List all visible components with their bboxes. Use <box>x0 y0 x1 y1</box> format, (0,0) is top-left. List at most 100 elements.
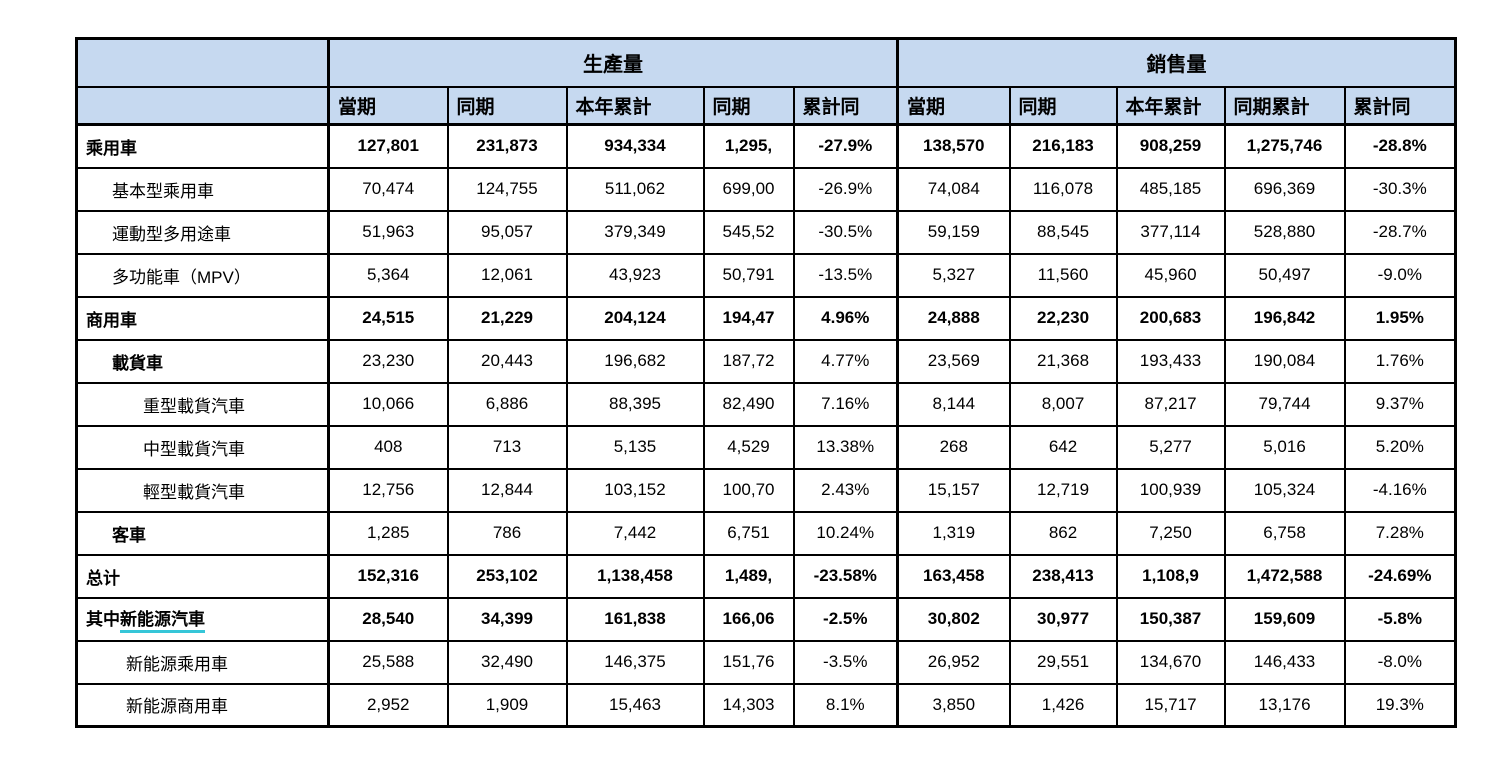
value-cell: 1,426 <box>1008 682 1118 728</box>
value-cell: -28.8% <box>1343 123 1457 169</box>
value-cell: 12,756 <box>327 467 449 513</box>
value-cell: -4.16% <box>1343 467 1457 513</box>
value-cell: 103,152 <box>565 467 705 513</box>
value-cell: 146,375 <box>565 639 705 685</box>
value-cell: 105,324 <box>1223 467 1346 513</box>
value-cell: 699,00 <box>702 166 795 212</box>
production-sales-table: 生產量 銷售量 當期 同期 本年累計 同期 累計同 當期 同期 本年累計 同期累… <box>75 37 1458 728</box>
value-cell: 6,751 <box>702 510 795 556</box>
col-header: 當期 <box>327 85 449 126</box>
value-cell: 7,442 <box>565 510 705 556</box>
col-header: 同期累計 <box>1223 85 1346 126</box>
underlined-label-part: 新能源汽車 <box>120 610 205 633</box>
value-cell: 8,007 <box>1008 381 1118 427</box>
table-row: 商用車 24,515 21,229 204,124 194,47 4.96% 24,888 2… <box>75 295 1457 341</box>
value-cell: 253,102 <box>446 553 568 599</box>
col-header: 同期 <box>1008 85 1118 126</box>
table-row: 总计 152,316 253,102 1,138,458 1,489, -23.58% 16… <box>75 553 1457 599</box>
value-cell: 190,084 <box>1223 338 1346 384</box>
value-cell: 5,364 <box>327 252 449 298</box>
row-label: 客車 <box>75 510 330 556</box>
row-label: 多功能車（MPV） <box>75 252 330 298</box>
row-label: 載貨車 <box>75 338 330 384</box>
value-cell: 134,670 <box>1115 639 1226 685</box>
value-cell: -30.3% <box>1343 166 1457 212</box>
value-cell: 15,717 <box>1115 682 1226 728</box>
production-sales-table-wrap: 生產量 銷售量 當期 同期 本年累計 同期 累計同 當期 同期 本年累計 同期累… <box>75 37 1458 728</box>
value-cell: -27.9% <box>792 123 899 169</box>
table-row: 新能源商用車 2,952 1,909 15,463 14,303 8.1% 3,850 1,4… <box>75 682 1457 728</box>
value-cell: 88,545 <box>1008 209 1118 255</box>
value-cell: 138,570 <box>896 123 1011 169</box>
value-cell: 7.28% <box>1343 510 1457 556</box>
value-cell: 1.76% <box>1343 338 1457 384</box>
value-cell: -30.5% <box>792 209 899 255</box>
value-cell: 124,755 <box>446 166 568 212</box>
value-cell: 4,529 <box>702 424 795 470</box>
table-row: 運動型多用途車 51,963 95,057 379,349 545,52 -30.5% 59… <box>75 209 1457 255</box>
value-cell: 23,569 <box>896 338 1011 384</box>
value-cell: 204,124 <box>565 295 705 341</box>
value-cell: 377,114 <box>1115 209 1226 255</box>
value-cell: 194,47 <box>702 295 795 341</box>
value-cell: 21,229 <box>446 295 568 341</box>
group-header-production: 生產量 <box>327 37 900 88</box>
col-header: 累計同 <box>1343 85 1457 126</box>
value-cell: 151,76 <box>702 639 795 685</box>
value-cell: 50,791 <box>702 252 795 298</box>
corner-cell <box>75 37 330 88</box>
value-cell: 13,176 <box>1223 682 1346 728</box>
value-cell: 19.3% <box>1343 682 1457 728</box>
value-cell: 95,057 <box>446 209 568 255</box>
value-cell: 7,250 <box>1115 510 1226 556</box>
value-cell: 88,395 <box>565 381 705 427</box>
value-cell: 20,443 <box>446 338 568 384</box>
value-cell: -23.58% <box>792 553 899 599</box>
value-cell: 82,490 <box>702 381 795 427</box>
value-cell: 1,275,746 <box>1223 123 1346 169</box>
col-header: 本年累計 <box>565 85 705 126</box>
value-cell: 268 <box>896 424 1011 470</box>
value-cell: 11,560 <box>1008 252 1118 298</box>
table-row: 載貨車 23,230 20,443 196,682 187,72 4.77% 23,569 2… <box>75 338 1457 384</box>
value-cell: 9.37% <box>1343 381 1457 427</box>
value-cell: -26.9% <box>792 166 899 212</box>
value-cell: 161,838 <box>565 596 705 642</box>
value-cell: 116,078 <box>1008 166 1118 212</box>
value-cell: 12,844 <box>446 467 568 513</box>
value-cell: 50,497 <box>1223 252 1346 298</box>
value-cell: 23,230 <box>327 338 449 384</box>
value-cell: 166,06 <box>702 596 795 642</box>
value-cell: -24.69% <box>1343 553 1457 599</box>
value-cell: -9.0% <box>1343 252 1457 298</box>
value-cell: 100,939 <box>1115 467 1226 513</box>
value-cell: 1,138,458 <box>565 553 705 599</box>
value-cell: 5,135 <box>565 424 705 470</box>
table-row: 重型載貨汽車 10,066 6,886 88,395 82,490 7.16% 8,144 8… <box>75 381 1457 427</box>
value-cell: 12,719 <box>1008 467 1118 513</box>
value-cell: 30,977 <box>1008 596 1118 642</box>
value-cell: 22,230 <box>1008 295 1118 341</box>
value-cell: 786 <box>446 510 568 556</box>
value-cell: 51,963 <box>327 209 449 255</box>
value-cell: 528,880 <box>1223 209 1346 255</box>
value-cell: 1,295, <box>702 123 795 169</box>
value-cell: 196,682 <box>565 338 705 384</box>
value-cell: 59,159 <box>896 209 1011 255</box>
value-cell: 4.77% <box>792 338 899 384</box>
value-cell: 26,952 <box>896 639 1011 685</box>
table-row: 其中新能源汽車 28,540 34,399 161,838 166,06 -2.5% 30,… <box>75 596 1457 642</box>
value-cell: 231,873 <box>446 123 568 169</box>
value-cell: 28,540 <box>327 596 449 642</box>
value-cell: 1,489, <box>702 553 795 599</box>
row-label: 新能源乘用車 <box>75 639 330 685</box>
row-label: 基本型乘用車 <box>75 166 330 212</box>
value-cell: 34,399 <box>446 596 568 642</box>
group-header-sales: 銷售量 <box>896 37 1457 88</box>
value-cell: 511,062 <box>565 166 705 212</box>
value-cell: -5.8% <box>1343 596 1457 642</box>
value-cell: 70,474 <box>327 166 449 212</box>
value-cell: 152,316 <box>327 553 449 599</box>
value-cell: 196,842 <box>1223 295 1346 341</box>
value-cell: 45,960 <box>1115 252 1226 298</box>
